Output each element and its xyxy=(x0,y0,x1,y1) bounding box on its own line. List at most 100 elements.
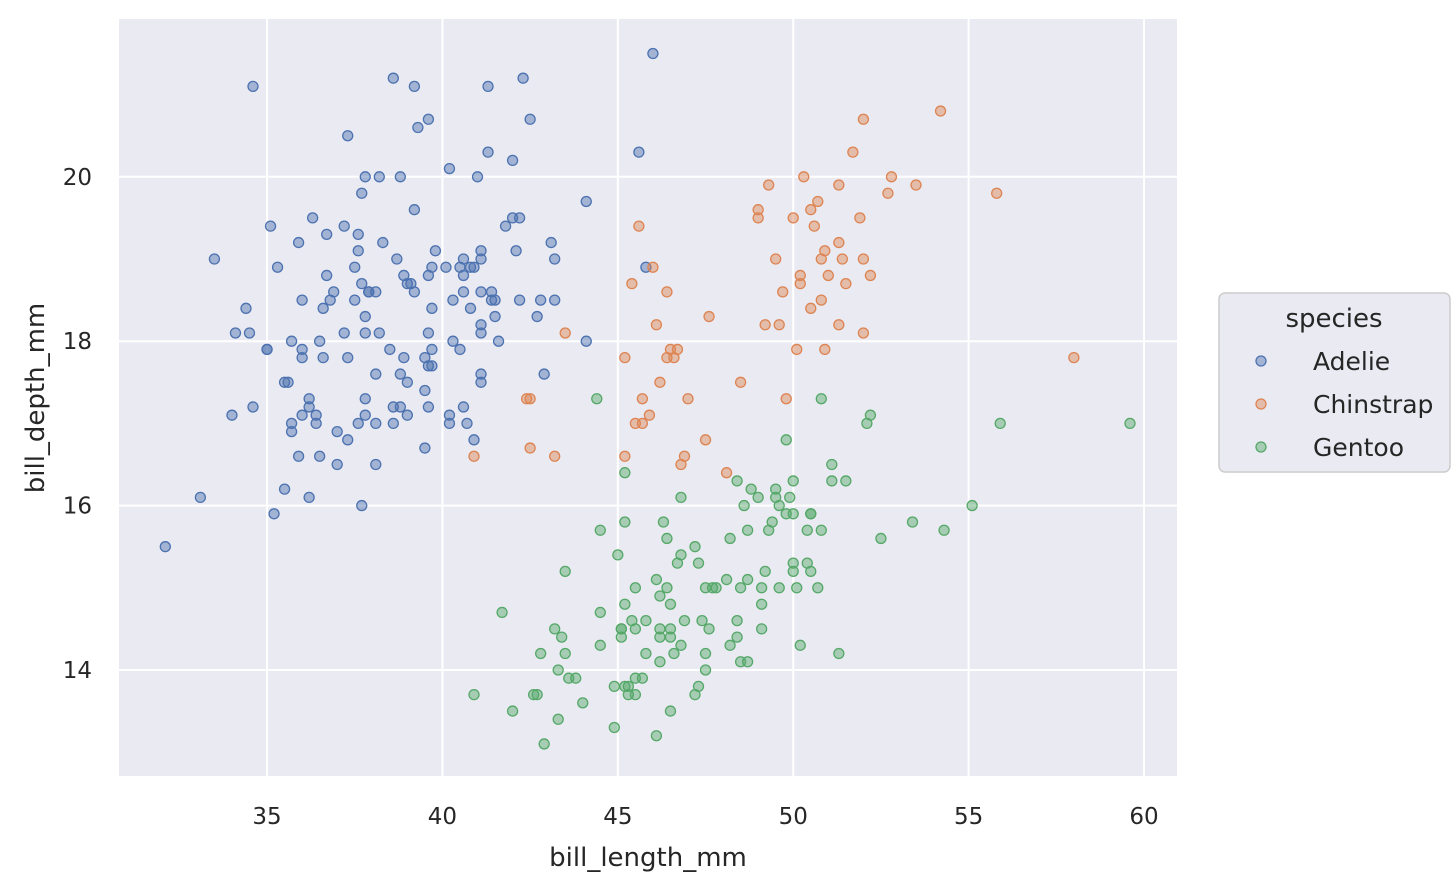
data-point xyxy=(489,294,501,306)
data-point xyxy=(314,450,326,462)
data-point xyxy=(636,672,649,684)
data-point xyxy=(377,236,389,249)
data-point xyxy=(661,532,673,545)
data-point xyxy=(468,261,480,273)
data-point xyxy=(664,623,677,635)
data-point xyxy=(815,294,827,306)
data-point xyxy=(338,220,350,232)
data-point xyxy=(443,162,456,175)
data-point xyxy=(352,417,364,430)
data-point xyxy=(468,688,480,701)
data-point xyxy=(763,179,775,191)
data-point xyxy=(317,351,329,364)
data-point xyxy=(384,343,396,356)
data-point xyxy=(682,393,694,405)
data-points xyxy=(159,47,1136,750)
data-point xyxy=(629,582,642,594)
data-point xyxy=(647,261,659,273)
data-point xyxy=(226,409,238,421)
data-point xyxy=(485,294,498,306)
x-tick-label: 55 xyxy=(954,804,983,830)
data-point xyxy=(812,195,824,208)
data-point xyxy=(475,327,487,339)
data-point xyxy=(373,171,385,183)
data-point xyxy=(703,623,715,635)
data-point xyxy=(626,278,638,290)
data-point xyxy=(321,228,333,240)
data-point xyxy=(734,656,747,668)
data-point xyxy=(885,171,898,183)
data-point xyxy=(538,738,550,750)
data-point xyxy=(408,286,421,298)
data-point xyxy=(482,80,494,93)
legend-marker xyxy=(1255,441,1267,453)
data-point xyxy=(724,532,736,545)
data-point xyxy=(629,623,642,635)
data-point xyxy=(510,245,522,257)
data-point xyxy=(552,713,564,725)
data-point xyxy=(524,113,536,125)
legend-box xyxy=(1218,292,1451,473)
data-point xyxy=(794,639,806,651)
data-point xyxy=(766,516,778,528)
data-point xyxy=(457,269,470,282)
data-point xyxy=(363,286,375,298)
data-point xyxy=(240,302,252,314)
data-point xyxy=(373,327,385,339)
data-point xyxy=(752,204,764,216)
data-point xyxy=(650,319,663,331)
data-point xyxy=(798,171,810,183)
data-point xyxy=(247,401,259,413)
data-point xyxy=(317,302,329,314)
data-point xyxy=(419,384,431,397)
data-point xyxy=(475,376,487,388)
data-point xyxy=(545,236,557,249)
data-point xyxy=(475,253,487,265)
data-point xyxy=(426,261,438,273)
legend-title: species xyxy=(1285,304,1382,334)
data-point xyxy=(647,47,659,60)
data-point xyxy=(538,368,550,380)
data-point xyxy=(310,409,322,421)
data-point xyxy=(636,393,649,405)
data-point xyxy=(654,376,666,388)
data-point xyxy=(780,508,792,520)
data-point xyxy=(773,582,785,594)
data-point xyxy=(833,236,845,249)
data-point xyxy=(208,253,221,265)
data-point xyxy=(756,582,768,594)
data-point xyxy=(559,565,571,577)
data-point xyxy=(429,245,442,257)
x-tick-label: 60 xyxy=(1129,804,1158,830)
data-point xyxy=(570,672,582,684)
data-point xyxy=(408,80,421,93)
data-point xyxy=(633,220,645,232)
data-point xyxy=(699,434,712,446)
data-point xyxy=(791,582,803,594)
data-point xyxy=(331,458,343,471)
data-point xyxy=(734,376,747,388)
data-point xyxy=(454,343,466,356)
data-point xyxy=(857,253,870,265)
data-point xyxy=(731,475,743,487)
data-point xyxy=(752,212,764,224)
data-point xyxy=(419,442,431,454)
data-point xyxy=(640,615,652,627)
data-point xyxy=(471,171,484,183)
data-point xyxy=(524,393,536,405)
data-point xyxy=(787,212,799,224)
data-point xyxy=(612,549,624,561)
data-point xyxy=(906,516,919,528)
data-point xyxy=(699,582,712,594)
data-point xyxy=(426,302,438,314)
data-point xyxy=(440,261,452,273)
data-point xyxy=(391,253,403,265)
data-point xyxy=(619,516,631,528)
data-point xyxy=(513,294,526,306)
data-point xyxy=(773,319,785,331)
data-point xyxy=(457,401,470,413)
data-point xyxy=(815,253,827,265)
data-point xyxy=(664,631,677,643)
data-point xyxy=(314,335,326,347)
data-point xyxy=(552,664,564,676)
